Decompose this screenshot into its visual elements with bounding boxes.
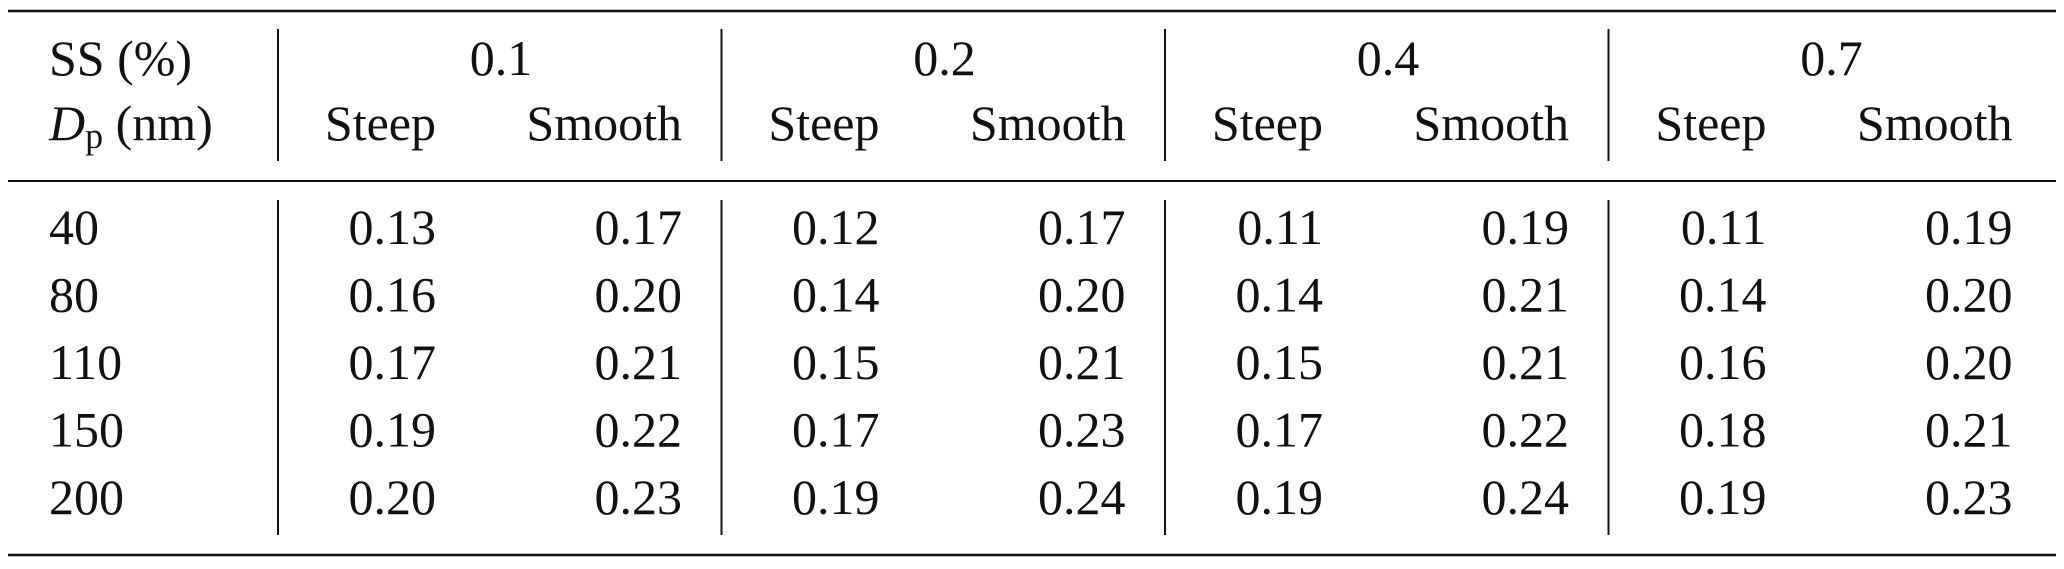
cell: 0.20 — [1925, 267, 2013, 323]
group-header: 0.7 — [1800, 30, 1863, 86]
cell: 0.14 — [1236, 267, 1324, 323]
cell: 0.15 — [1236, 334, 1324, 390]
row-label: 40 — [49, 199, 99, 255]
row-label-2-sub: p — [85, 116, 103, 156]
cell: 0.13 — [349, 199, 437, 255]
cell: 0.14 — [792, 267, 880, 323]
cell: 0.20 — [595, 267, 683, 323]
cell: 0.21 — [1038, 334, 1126, 390]
cell: 0.22 — [595, 402, 683, 458]
column-header: Steep — [768, 95, 879, 151]
cell: 0.19 — [1482, 199, 1570, 255]
cell: 0.20 — [1925, 334, 2013, 390]
cell: 0.21 — [1482, 267, 1570, 323]
cell: 0.17 — [792, 402, 880, 458]
group-header: 0.1 — [470, 30, 533, 86]
cell: 0.15 — [792, 334, 880, 390]
row-label: 80 — [49, 267, 99, 323]
cell: 0.19 — [792, 469, 880, 525]
cell: 0.17 — [1038, 199, 1126, 255]
cell: 0.19 — [1236, 469, 1324, 525]
cell: 0.23 — [1925, 469, 2013, 525]
cell: 0.19 — [1679, 469, 1767, 525]
column-header: Smooth — [1857, 95, 2013, 151]
cell: 0.24 — [1482, 469, 1570, 525]
cell: 0.19 — [349, 402, 437, 458]
cell: 0.17 — [349, 334, 437, 390]
cell: 0.16 — [1679, 334, 1767, 390]
cell: 0.12 — [792, 199, 880, 255]
row-label-1: SS (%) — [49, 30, 192, 86]
row-label-2-rest: (nm) — [103, 95, 213, 151]
cell: 0.24 — [1038, 469, 1126, 525]
cell: 0.11 — [1237, 199, 1323, 255]
row-label: 110 — [49, 334, 122, 390]
cell: 0.23 — [1038, 402, 1126, 458]
column-header: Smooth — [970, 95, 1126, 151]
group-header: 0.4 — [1357, 30, 1420, 86]
column-header: Steep — [325, 95, 436, 151]
row-label-2: Dp (nm) — [48, 95, 213, 156]
row-label: 150 — [49, 402, 124, 458]
cell: 0.23 — [595, 469, 683, 525]
row-label-2-main: D — [48, 95, 85, 151]
row-label: 200 — [49, 469, 124, 525]
column-header: Steep — [1655, 95, 1766, 151]
cell: 0.22 — [1482, 402, 1570, 458]
cell: 0.11 — [1681, 199, 1767, 255]
cell: 0.20 — [1038, 267, 1126, 323]
cell: 0.17 — [1236, 402, 1324, 458]
cell: 0.17 — [595, 199, 683, 255]
column-header: Smooth — [1413, 95, 1569, 151]
column-header: Steep — [1212, 95, 1323, 151]
cell: 0.16 — [349, 267, 437, 323]
cell: 0.18 — [1679, 402, 1767, 458]
cell: 0.20 — [349, 469, 437, 525]
column-header: Smooth — [526, 95, 682, 151]
cell: 0.19 — [1925, 199, 2013, 255]
cell: 0.21 — [595, 334, 683, 390]
cell: 0.21 — [1482, 334, 1570, 390]
group-header: 0.2 — [913, 30, 976, 86]
cell: 0.14 — [1679, 267, 1767, 323]
cell: 0.21 — [1925, 402, 2013, 458]
